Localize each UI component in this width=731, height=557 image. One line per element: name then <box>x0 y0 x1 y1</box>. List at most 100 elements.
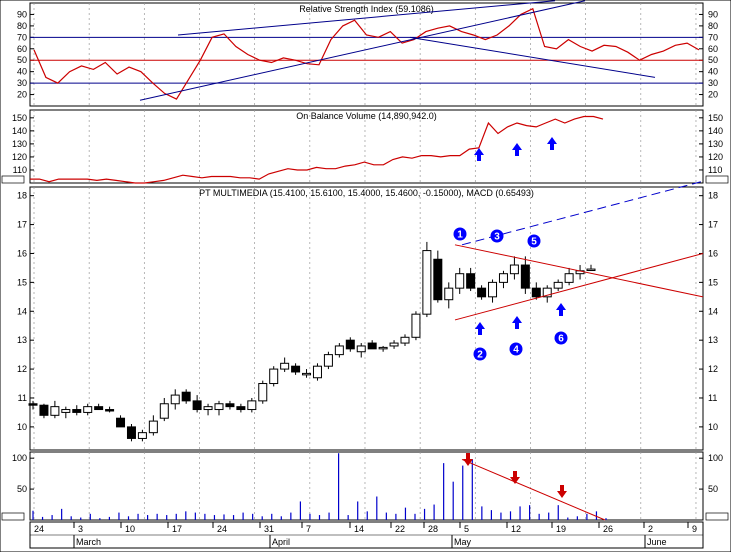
obv-tick-label-left: 120 <box>12 152 27 162</box>
price-up-arrow <box>512 316 522 329</box>
rsi-trendline <box>177 0 556 36</box>
rsi-frame <box>29 2 704 107</box>
price-tick-label-right: 14 <box>708 306 718 316</box>
candle-down <box>345 339 355 350</box>
price-tick-label-left: 16 <box>17 248 27 258</box>
marker-label: 5 <box>531 237 537 248</box>
volume-tick-label-left: 50 <box>17 484 27 494</box>
volume-down-arrow <box>557 485 567 498</box>
candle-down <box>105 409 115 412</box>
x-day-label: 22 <box>395 524 405 534</box>
price-resistance-line <box>454 244 704 298</box>
candle-down <box>225 403 235 408</box>
obv-up-arrow <box>474 148 484 161</box>
marker-circle <box>509 342 523 356</box>
x-day-label: 24 <box>217 524 227 534</box>
price-tick-label-right: 18 <box>708 191 718 201</box>
candle-up <box>323 354 333 367</box>
x-month-label: April <box>272 537 290 547</box>
rsi-tick-label-left: 20 <box>17 90 27 100</box>
candle-up <box>334 345 344 356</box>
candle-down <box>531 287 541 298</box>
rsi-tick-label-left: 30 <box>17 78 27 88</box>
candle-up <box>137 432 147 439</box>
candle-down <box>477 287 487 298</box>
rsi-tick-label-right: 40 <box>708 67 718 77</box>
marker-circle <box>473 347 487 361</box>
x-month-label: March <box>76 537 101 547</box>
candle-down <box>94 406 104 411</box>
candle-down <box>181 391 191 402</box>
candle-up <box>159 403 169 419</box>
marker-5: 5 <box>527 234 541 248</box>
marker-3: 3 <box>490 229 504 243</box>
candle-up <box>378 346 388 350</box>
x-day-label: 28 <box>428 524 438 534</box>
candle-up <box>411 313 421 338</box>
marker-circle <box>554 331 568 345</box>
marker-6: 6 <box>554 331 568 345</box>
candle-up <box>170 394 180 405</box>
candle-up <box>564 273 574 283</box>
price-up-arrow <box>475 322 485 335</box>
price-tick-label-right: 16 <box>708 248 718 258</box>
volume-tick-label-right: 50 <box>708 484 718 494</box>
candle-up <box>422 250 432 315</box>
volume-tick-label-right: 100 <box>708 453 723 463</box>
marker-2: 2 <box>473 347 487 361</box>
candle-down <box>236 406 246 411</box>
price-tick-label-left: 11 <box>18 393 27 403</box>
obv-tick-label-right: 150 <box>708 113 723 123</box>
candle-up <box>269 368 279 385</box>
marker-label: 2 <box>477 350 483 361</box>
candle-down <box>28 403 38 406</box>
candle-up <box>444 287 454 301</box>
obv-tick-label-left: 110 <box>13 165 27 175</box>
rsi-title: Relative Strength Index (59.1086) <box>299 4 434 14</box>
x-day-label: 17 <box>172 524 182 534</box>
volume-down-arrow <box>510 471 520 484</box>
candle-up <box>400 336 410 344</box>
candle-down <box>433 258 443 301</box>
x-day-label: 19 <box>556 524 566 534</box>
candle-up <box>356 345 366 353</box>
rsi-tick-label-right: 20 <box>708 90 718 100</box>
candle-up <box>83 406 93 413</box>
candle-down <box>466 273 476 289</box>
price-tick-label-left: 18 <box>17 191 27 201</box>
obv-title: On Balance Volume (14,890,942.0) <box>296 111 437 121</box>
candle-up <box>312 365 322 379</box>
candle-up <box>586 268 596 272</box>
rsi-line <box>33 7 700 100</box>
candle-up <box>258 383 268 402</box>
marker-label: 4 <box>513 345 519 356</box>
rsi-tick-label-left: 70 <box>17 32 27 42</box>
obv-tick-label-right: 130 <box>708 139 723 149</box>
price-up-arrow <box>556 303 566 316</box>
price-tick-label-left: 15 <box>17 277 27 287</box>
price-tick-label-left: 17 <box>17 220 27 230</box>
x-day-label: 7 <box>306 524 311 534</box>
candle-up <box>214 403 224 411</box>
price-tick-label-right: 17 <box>708 220 718 230</box>
candle-down <box>367 342 377 350</box>
rsi-trendline <box>139 0 586 101</box>
candle-up <box>247 400 257 411</box>
volume-down-arrow <box>463 453 473 466</box>
candle-up <box>553 281 563 289</box>
x-day-label: 2 <box>648 524 653 534</box>
obv-scale-box <box>705 175 729 184</box>
marker-label: 3 <box>494 232 500 243</box>
rsi-tick-label-left: 80 <box>17 21 27 31</box>
candle-up <box>61 409 71 413</box>
x-day-label: 26 <box>603 524 613 534</box>
candle-up <box>203 406 213 411</box>
price-tick-label-right: 12 <box>708 364 718 374</box>
obv-line <box>30 115 604 184</box>
rsi-tick-label-right: 60 <box>708 44 718 54</box>
candle-up <box>148 420 158 434</box>
candle-down <box>72 409 82 413</box>
price-tick-label-right: 10 <box>708 422 718 432</box>
candle-up <box>498 273 508 283</box>
